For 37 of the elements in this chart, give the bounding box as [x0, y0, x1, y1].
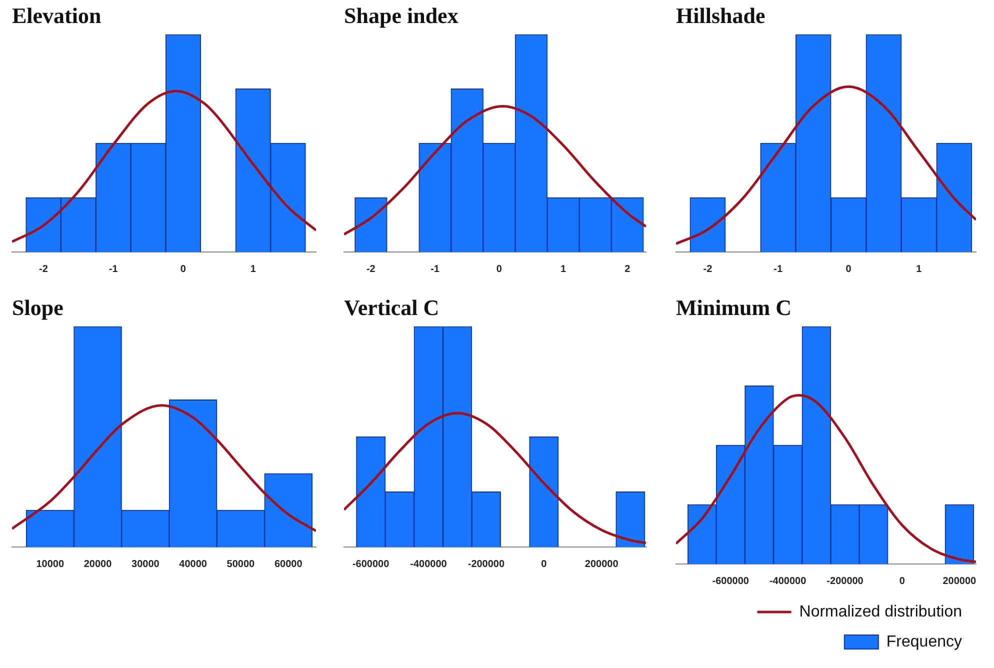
chart-title: Hillshade: [676, 2, 766, 28]
x-tick-label: -1: [430, 264, 440, 275]
legend-label: Normalized distribution: [799, 603, 962, 620]
x-tick-label: 0: [541, 558, 548, 570]
x-tick-label: 1: [916, 264, 922, 275]
chart-title: Shape index: [344, 2, 458, 28]
x-tick-label: 40000: [179, 558, 208, 570]
x-tick-label: 0: [496, 264, 502, 275]
x-tick-label: 2: [624, 264, 631, 275]
x-tick-label: -2: [366, 264, 376, 275]
x-tick-label: -600000: [352, 558, 390, 570]
x-tick-label: 1: [560, 264, 567, 275]
x-tick-label: 30000: [132, 558, 160, 570]
x-tick-label: -2: [38, 264, 48, 275]
chart-title: Minimum C: [676, 294, 792, 320]
x-tick-label: 200000: [942, 576, 977, 587]
chart-title: Slope: [12, 294, 64, 320]
x-tick-label: 20000: [84, 558, 112, 570]
x-tick-label: -1: [108, 264, 118, 275]
x-tick-label: -400000: [410, 558, 448, 570]
x-tick-label: -1: [774, 264, 783, 275]
x-tick-label: -2: [703, 264, 713, 275]
x-tick-label: 200000: [584, 558, 619, 570]
chart-title: Elevation: [12, 2, 102, 28]
x-tick-label: -200000: [468, 558, 505, 570]
x-tick-label: -600000: [712, 576, 750, 587]
legend-label: Frequency: [886, 633, 962, 650]
chart-title: Vertical C: [344, 294, 440, 320]
x-tick-label: 1: [250, 264, 256, 275]
x-tick-label: -200000: [826, 576, 864, 587]
x-tick-label: 50000: [226, 558, 256, 570]
x-tick-label: 60000: [274, 558, 303, 570]
x-tick-label: 0: [899, 576, 906, 587]
x-tick-label: 10000: [36, 558, 64, 570]
x-tick-label: -400000: [769, 576, 807, 587]
x-tick-label: 0: [180, 264, 186, 275]
x-tick-label: 0: [846, 264, 852, 275]
